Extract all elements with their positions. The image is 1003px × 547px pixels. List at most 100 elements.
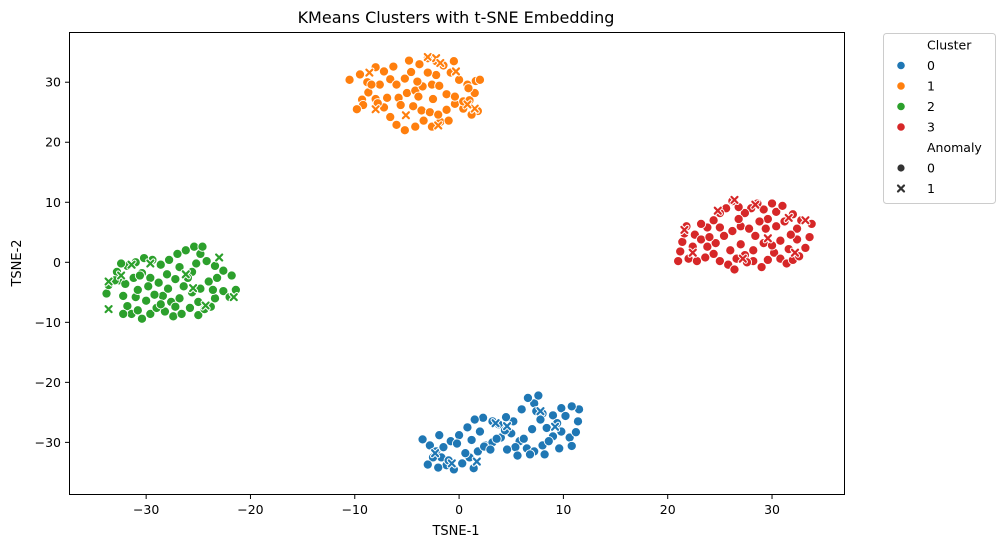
legend: Cluster 0 1 2 3 Anomaly 0 1 bbox=[883, 33, 996, 204]
point-cluster-2 bbox=[201, 256, 212, 267]
point-cluster-0 bbox=[522, 392, 533, 404]
anomaly-point-cluster-1 bbox=[462, 99, 473, 110]
point-cluster-3 bbox=[673, 256, 684, 267]
point-cluster-2 bbox=[209, 260, 221, 271]
chart-title: KMeans Clusters with t-SNE Embedding bbox=[298, 8, 615, 27]
point-cluster-2 bbox=[170, 301, 181, 312]
legend-label-cluster-3: 3 bbox=[927, 120, 935, 135]
point-cluster-2 bbox=[132, 284, 143, 295]
anomaly-point-cluster-1 bbox=[422, 51, 433, 63]
point-cluster-1 bbox=[443, 115, 454, 126]
point-cluster-0 bbox=[543, 436, 554, 447]
point-cluster-3 bbox=[760, 223, 771, 234]
x-tick-label: 20 bbox=[660, 502, 676, 517]
legend-label-anomaly-1: 1 bbox=[927, 181, 935, 196]
point-cluster-1 bbox=[463, 83, 474, 94]
point-cluster-0 bbox=[566, 440, 577, 452]
point-cluster-2 bbox=[145, 308, 156, 319]
point-cluster-0 bbox=[518, 433, 529, 444]
point-cluster-2 bbox=[209, 293, 221, 304]
point-cluster-1 bbox=[448, 56, 459, 67]
point-cluster-2 bbox=[189, 241, 200, 252]
anomaly-point-cluster-2 bbox=[228, 292, 239, 303]
point-cluster-2 bbox=[218, 265, 229, 276]
point-cluster-2 bbox=[197, 241, 208, 252]
legend-label-anomaly-0: 0 bbox=[927, 161, 935, 176]
point-cluster-0 bbox=[438, 442, 449, 453]
point-cluster-3 bbox=[708, 248, 719, 259]
anomaly-point-cluster-0 bbox=[501, 421, 513, 432]
point-cluster-2 bbox=[174, 262, 185, 273]
plot-frame bbox=[69, 32, 845, 495]
point-cluster-2 bbox=[116, 258, 127, 269]
point-cluster-0 bbox=[570, 427, 581, 438]
legend-marker-anomaly-1 bbox=[895, 183, 907, 194]
anomaly-point-cluster-0 bbox=[490, 418, 501, 429]
x-tick-label: 10 bbox=[555, 502, 571, 517]
point-cluster-0 bbox=[491, 433, 502, 444]
point-cluster-0 bbox=[556, 403, 567, 414]
point-cluster-3 bbox=[766, 198, 778, 209]
point-cluster-3 bbox=[691, 256, 702, 267]
point-cluster-0 bbox=[541, 422, 552, 434]
point-cluster-2 bbox=[118, 290, 129, 301]
point-cluster-2 bbox=[141, 295, 152, 306]
anomaly-point-cluster-1 bbox=[370, 104, 381, 115]
point-cluster-2 bbox=[155, 299, 166, 310]
point-cluster-1 bbox=[403, 55, 415, 66]
point-cluster-0 bbox=[434, 430, 445, 441]
y-tick-label: 10 bbox=[45, 195, 61, 210]
point-cluster-3 bbox=[677, 236, 688, 247]
y-tick-label: −10 bbox=[35, 315, 61, 330]
anomaly-point-cluster-3 bbox=[762, 233, 773, 244]
point-cluster-0 bbox=[433, 462, 444, 473]
point-cluster-3 bbox=[710, 238, 721, 249]
point-cluster-3 bbox=[704, 232, 715, 243]
anomaly-point-cluster-1 bbox=[450, 66, 462, 77]
point-cluster-2 bbox=[145, 272, 156, 283]
point-cluster-3 bbox=[735, 239, 746, 250]
point-cluster-2 bbox=[184, 302, 196, 313]
point-cluster-2 bbox=[153, 277, 164, 288]
axes-layer: −30 −20 −10 0 10 20 30 −30 −20 −10 0 10 20 30 bbox=[35, 75, 780, 517]
point-cluster-3 bbox=[748, 245, 759, 256]
point-cluster-2 bbox=[149, 289, 160, 300]
anomaly-point-cluster-1 bbox=[433, 120, 444, 131]
point-cluster-0 bbox=[457, 458, 468, 469]
point-cluster-0 bbox=[417, 434, 428, 445]
point-cluster-0 bbox=[539, 449, 550, 460]
point-cluster-1 bbox=[395, 99, 406, 111]
point-cluster-2 bbox=[101, 288, 112, 299]
point-cluster-3 bbox=[729, 264, 740, 275]
point-cluster-2 bbox=[193, 310, 204, 321]
point-cluster-2 bbox=[207, 284, 218, 295]
anomaly-point-cluster-2 bbox=[116, 270, 127, 281]
anomaly-point-cluster-2 bbox=[200, 300, 211, 311]
anomaly-point-cluster-0 bbox=[471, 456, 482, 467]
point-cluster-0 bbox=[554, 443, 565, 454]
legend-label-cluster-0: 0 bbox=[927, 58, 935, 73]
legend-swatch-cluster-3 bbox=[896, 122, 906, 132]
point-cluster-0 bbox=[422, 459, 433, 470]
point-cluster-1 bbox=[388, 61, 399, 72]
anomaly-point-cluster-2 bbox=[126, 259, 137, 270]
point-cluster-1 bbox=[399, 125, 410, 136]
legend-marker-anomaly-0 bbox=[897, 164, 905, 172]
points-layer bbox=[101, 51, 817, 475]
point-cluster-2 bbox=[172, 248, 183, 259]
point-cluster-1 bbox=[418, 115, 429, 126]
point-cluster-0 bbox=[478, 412, 489, 423]
legend-frame bbox=[883, 33, 996, 204]
anomaly-point-cluster-1 bbox=[469, 103, 480, 114]
point-cluster-2 bbox=[174, 293, 185, 304]
point-cluster-1 bbox=[427, 93, 439, 105]
point-cluster-1 bbox=[474, 74, 485, 85]
anomaly-point-cluster-3 bbox=[737, 253, 748, 264]
x-tick-label: −30 bbox=[133, 502, 159, 517]
point-cluster-0 bbox=[500, 412, 512, 423]
anomaly-point-cluster-3 bbox=[783, 212, 794, 223]
anomaly-point-cluster-2 bbox=[103, 276, 114, 287]
point-cluster-0 bbox=[572, 416, 584, 427]
point-cluster-2 bbox=[176, 308, 187, 319]
